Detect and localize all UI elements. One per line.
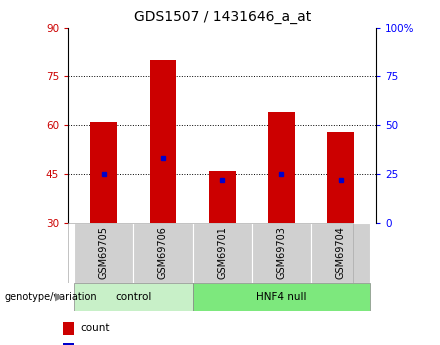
Bar <box>193 283 370 311</box>
Text: GSM69705: GSM69705 <box>99 226 109 279</box>
Text: genotype/variation: genotype/variation <box>4 292 97 302</box>
Text: GSM69703: GSM69703 <box>276 226 286 279</box>
Text: GSM69706: GSM69706 <box>158 226 168 279</box>
Bar <box>252 223 311 283</box>
Bar <box>63 343 74 345</box>
Bar <box>193 223 252 283</box>
Text: ▶: ▶ <box>55 292 64 302</box>
Bar <box>90 122 117 223</box>
Text: GSM69704: GSM69704 <box>336 226 346 279</box>
Bar <box>327 131 354 223</box>
Bar <box>63 322 74 335</box>
Bar <box>150 60 176 223</box>
Text: control: control <box>115 292 151 302</box>
Text: HNF4 null: HNF4 null <box>256 292 307 302</box>
Bar <box>74 283 193 311</box>
Bar <box>311 223 370 283</box>
Text: GSM69701: GSM69701 <box>217 226 227 279</box>
Bar <box>209 170 235 223</box>
Title: GDS1507 / 1431646_a_at: GDS1507 / 1431646_a_at <box>134 10 311 24</box>
Bar <box>268 112 295 223</box>
Text: count: count <box>81 324 110 334</box>
Bar <box>133 223 193 283</box>
Bar <box>74 223 133 283</box>
